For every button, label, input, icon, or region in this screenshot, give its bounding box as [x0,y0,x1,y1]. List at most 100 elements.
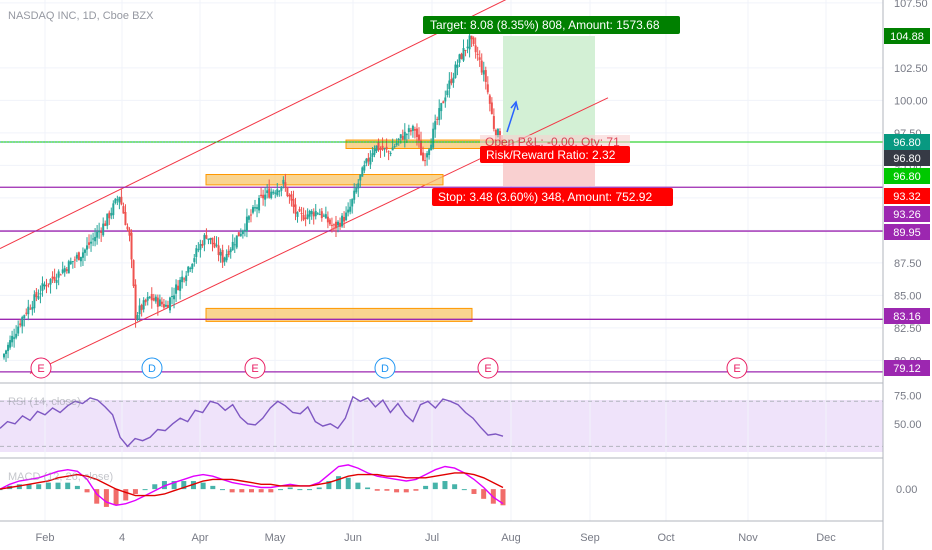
macd-legend[interactable]: MACD (12, 26, close) [8,471,113,483]
candle-body [98,230,101,233]
candle-body [181,276,184,283]
candle-body [227,250,230,256]
candle-body [334,221,337,229]
candle-body [185,275,188,282]
candle-body [47,283,50,285]
support-zones[interactable] [205,139,506,322]
candle-body [494,129,497,136]
candle-body [67,261,70,274]
candle-body [189,267,192,270]
event-marker-4 [477,357,499,379]
macd-hist-bar [132,489,138,494]
macd-signal-line [0,472,504,497]
time-axis[interactable]: Feb 4 Apr May Jun Jul Aug Sep Oct Nov Dec [36,532,837,544]
candle-body [409,129,412,132]
candle-body [31,307,34,310]
candle-body [173,295,176,300]
macd-hist-bar [142,489,148,491]
candle-body [88,242,91,245]
candle-body [63,268,66,273]
candle-body [353,190,356,200]
candle-body [191,264,194,270]
macd-hist-bar [0,489,3,491]
candle-body [241,230,244,235]
target-zone[interactable] [503,36,595,142]
candle-body [120,196,123,205]
macd-hist-bar [94,489,100,504]
candle-body [79,256,82,262]
candle-body [361,167,364,177]
candle-body [272,191,275,194]
candle-body [300,212,303,214]
candle-body [100,231,103,233]
candle-body [466,46,469,49]
candle-body [375,145,378,152]
event-marker-0 [30,357,52,379]
candle-body [116,199,119,201]
time-tick-9: Nov [738,532,758,544]
candle-body [365,158,368,164]
rsi-line [0,395,504,448]
candle-body [96,231,99,238]
candle-body [274,192,277,194]
candle-body [37,296,40,299]
stop-label-box[interactable] [432,188,673,206]
macd-hist-bar [384,489,390,491]
macd-hist-bar [326,481,332,490]
candle-body [77,252,80,260]
candle-body [258,197,261,211]
candle-body [156,297,159,307]
candle-body [17,326,20,334]
chart-title[interactable]: NASDAQ INC, 1D, Cboe BZX [8,10,154,22]
candle-body [387,151,390,153]
candle-body [328,219,331,225]
candle-body [379,148,382,150]
candle-body [118,197,121,203]
candle-body [166,304,169,308]
candle-body [476,53,479,55]
candle-body [49,278,52,285]
macd-hist-bar [229,489,235,493]
time-tick-0: Feb [36,532,55,544]
price-badge-bg-0 [884,28,930,44]
candle-body [75,254,78,259]
price-badge-5: 93.26 [893,209,921,221]
macd-hist-bar [355,482,361,490]
macd-hist-bar [345,477,351,490]
price-badge-bg-7 [884,308,930,324]
candle-body [399,134,402,139]
candle-body [144,299,147,303]
target-label-box[interactable] [423,16,680,34]
candle-body [468,35,471,50]
macd-hist-bar [239,489,245,493]
candle-body [320,211,323,219]
candle-body [324,214,327,219]
price-tick-1: 102.50 [894,63,928,75]
candle-body [371,153,374,157]
candle-body [126,226,129,230]
macd-hist-bar [200,482,206,490]
macd-hist-bar [36,484,42,490]
candle-body [154,296,157,302]
macd-hist-bar [65,482,71,490]
ratio-label-box[interactable] [480,146,630,163]
candle-body [132,260,135,287]
candle-body [229,249,232,253]
candle-body [237,232,240,237]
candle-body [223,257,226,262]
candle-body [337,221,340,226]
candle-body [233,244,236,246]
rsi-legend[interactable]: RSI (14, close) [8,396,81,408]
candle-body [290,194,293,201]
candle-body [496,129,499,137]
candle-body [205,235,208,239]
candle-body [29,308,32,310]
candle-body [322,215,325,217]
projection-arrow[interactable] [506,103,517,133]
candle-body [51,276,54,279]
time-tick-8: Oct [657,532,674,544]
price-badge-bg-4 [884,188,930,204]
